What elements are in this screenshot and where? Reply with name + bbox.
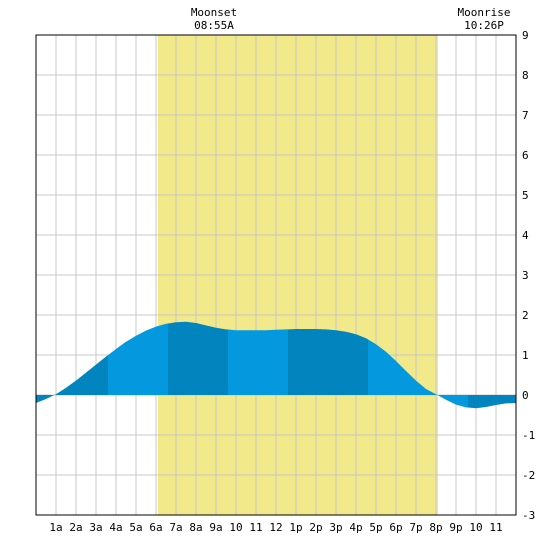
x-tick-label: 7a: [169, 521, 182, 534]
x-tick-label: 8p: [429, 521, 442, 534]
moon-event-label: Moonrise: [458, 6, 511, 19]
y-tick-label: 2: [522, 309, 529, 322]
x-tick-label: 11: [249, 521, 262, 534]
y-tick-label: 8: [522, 69, 529, 82]
moon-event-time: 10:26P: [464, 19, 504, 32]
y-tick-label: 0: [522, 389, 529, 402]
x-tick-label: 5a: [129, 521, 142, 534]
x-tick-label: 11: [489, 521, 502, 534]
moon-event-time: 08:55A: [194, 19, 234, 32]
x-tick-label: 9a: [209, 521, 222, 534]
plot-frame: [35, 34, 517, 516]
x-tick-label: 4a: [109, 521, 122, 534]
tide-area-segment: [228, 329, 288, 395]
tide-area-segment: [368, 339, 468, 408]
y-tick-label: 6: [522, 149, 529, 162]
x-tick-label: 9p: [449, 521, 462, 534]
x-tick-label: 8a: [189, 521, 202, 534]
x-tick-label: 10: [229, 521, 242, 534]
x-tick-label: 3p: [329, 521, 342, 534]
x-tick-label: 4p: [349, 521, 362, 534]
x-tick-label: 1a: [49, 521, 62, 534]
x-tick-label: 10: [469, 521, 482, 534]
y-tick-label: -1: [522, 429, 535, 442]
tide-area-segment: [36, 355, 108, 403]
y-tick-label: -3: [522, 509, 535, 522]
moon-event-label: Moonset: [191, 6, 237, 19]
y-tick-label: 5: [522, 189, 529, 202]
y-tick-label: 4: [522, 229, 529, 242]
y-tick-label: 7: [522, 109, 529, 122]
tide-area-segment: [288, 329, 368, 395]
y-tick-label: 3: [522, 269, 529, 282]
tide-area-segment: [108, 323, 168, 395]
y-tick-label: -2: [522, 469, 535, 482]
x-tick-label: 6a: [149, 521, 162, 534]
x-tick-label: 1p: [289, 521, 302, 534]
x-tick-label: 2a: [69, 521, 82, 534]
x-tick-label: 5p: [369, 521, 382, 534]
x-tick-label: 7p: [409, 521, 422, 534]
y-tick-label: 9: [522, 29, 529, 42]
x-tick-label: 6p: [389, 521, 402, 534]
tide-area-segment: [468, 395, 516, 409]
tide-area-segment: [168, 321, 228, 395]
x-tick-label: 12: [269, 521, 282, 534]
y-tick-label: 1: [522, 349, 529, 362]
x-tick-label: 3a: [89, 521, 102, 534]
x-tick-label: 2p: [309, 521, 322, 534]
